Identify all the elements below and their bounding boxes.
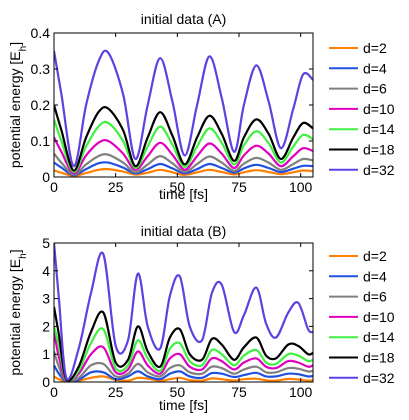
y-tick-label: 3 [42, 291, 50, 307]
legend-entry-label: d=18 [363, 350, 395, 366]
series-line-d=18 [54, 104, 313, 172]
legend-entry-label: d=6 [363, 81, 387, 97]
y-tick-label: 1 [42, 346, 50, 362]
series-line-d=10 [54, 136, 313, 175]
x-tick-label: 75 [231, 179, 247, 195]
legend-entry-label: d=18 [363, 142, 395, 158]
x-tick-label: 50 [170, 384, 186, 400]
y-tick-label: 2 [42, 318, 50, 334]
y-tick-label: 0.4 [31, 25, 51, 41]
y-axis-label: potential energy [Eh] [7, 249, 29, 375]
chart-panel-1: initial data (A) 0 25 50 75 100 0 0.1 0.2 0.3 0.4 t… [7, 11, 395, 202]
chart-title: initial data (B) [141, 223, 227, 239]
series-line-d=4 [54, 364, 313, 382]
legend: d=2 d=4 d=6 d=10 d=14 d=18 d=32 [329, 40, 395, 178]
series-lines [54, 243, 313, 382]
y-tick-label: 4 [42, 263, 50, 279]
x-tick-label: 50 [170, 179, 186, 195]
legend-entry-label: d=10 [363, 101, 395, 117]
y-tick-label: 0 [42, 169, 50, 185]
series-lines [54, 49, 313, 177]
series-line-d=4 [54, 161, 313, 177]
legend-entry-label: d=32 [363, 162, 395, 178]
x-tick-label: 100 [289, 179, 313, 195]
x-tick-label: 25 [108, 179, 124, 195]
x-axis-label: time [fs] [159, 397, 208, 413]
x-tick-label: 0 [50, 179, 58, 195]
x-tick-label: 75 [231, 384, 247, 400]
legend: d=2 d=4 d=6 d=10 d=14 d=18 d=32 [329, 248, 395, 386]
series-line-d=32 [54, 243, 313, 381]
series-line-d=14 [54, 119, 313, 174]
chart-panel-2: initial data (B) 0 25 50 75 100 0 1 2 3 4 5 time [fs… [7, 223, 395, 413]
x-tick-label: 0 [50, 384, 58, 400]
series-line-d=2 [54, 375, 313, 382]
legend-entry-label: d=6 [363, 289, 387, 305]
legend-entry-label: d=2 [363, 40, 387, 56]
y-tick-label: 5 [42, 235, 50, 251]
y-tick-label: 0.1 [31, 133, 51, 149]
y-tick-label: 0 [42, 374, 50, 390]
y-tick-label: 0.3 [31, 61, 51, 77]
y-axis-label: potential energy [Eh] [7, 42, 29, 168]
series-line-d=14 [54, 326, 313, 382]
x-tick-label: 100 [289, 384, 313, 400]
legend-entry-label: d=2 [363, 248, 387, 264]
legend-entry-label: d=4 [363, 268, 387, 284]
series-line-d=10 [54, 331, 313, 382]
legend-entry-label: d=32 [363, 370, 395, 386]
legend-entry-label: d=14 [363, 121, 395, 137]
series-line-d=2 [54, 167, 313, 177]
x-axis-label: time [fs] [159, 186, 208, 202]
series-line-d=6 [54, 351, 313, 382]
plot-frame [53, 242, 314, 383]
legend-entry-label: d=14 [363, 329, 395, 345]
y-tick-label: 0.2 [31, 97, 51, 113]
series-line-d=32 [54, 49, 313, 168]
chart-title: initial data (A) [141, 11, 227, 27]
series-line-d=6 [54, 152, 313, 176]
legend-entry-label: d=4 [363, 60, 387, 76]
series-line-d=18 [54, 306, 313, 382]
legend-entry-label: d=10 [363, 309, 395, 325]
x-tick-label: 25 [108, 384, 124, 400]
